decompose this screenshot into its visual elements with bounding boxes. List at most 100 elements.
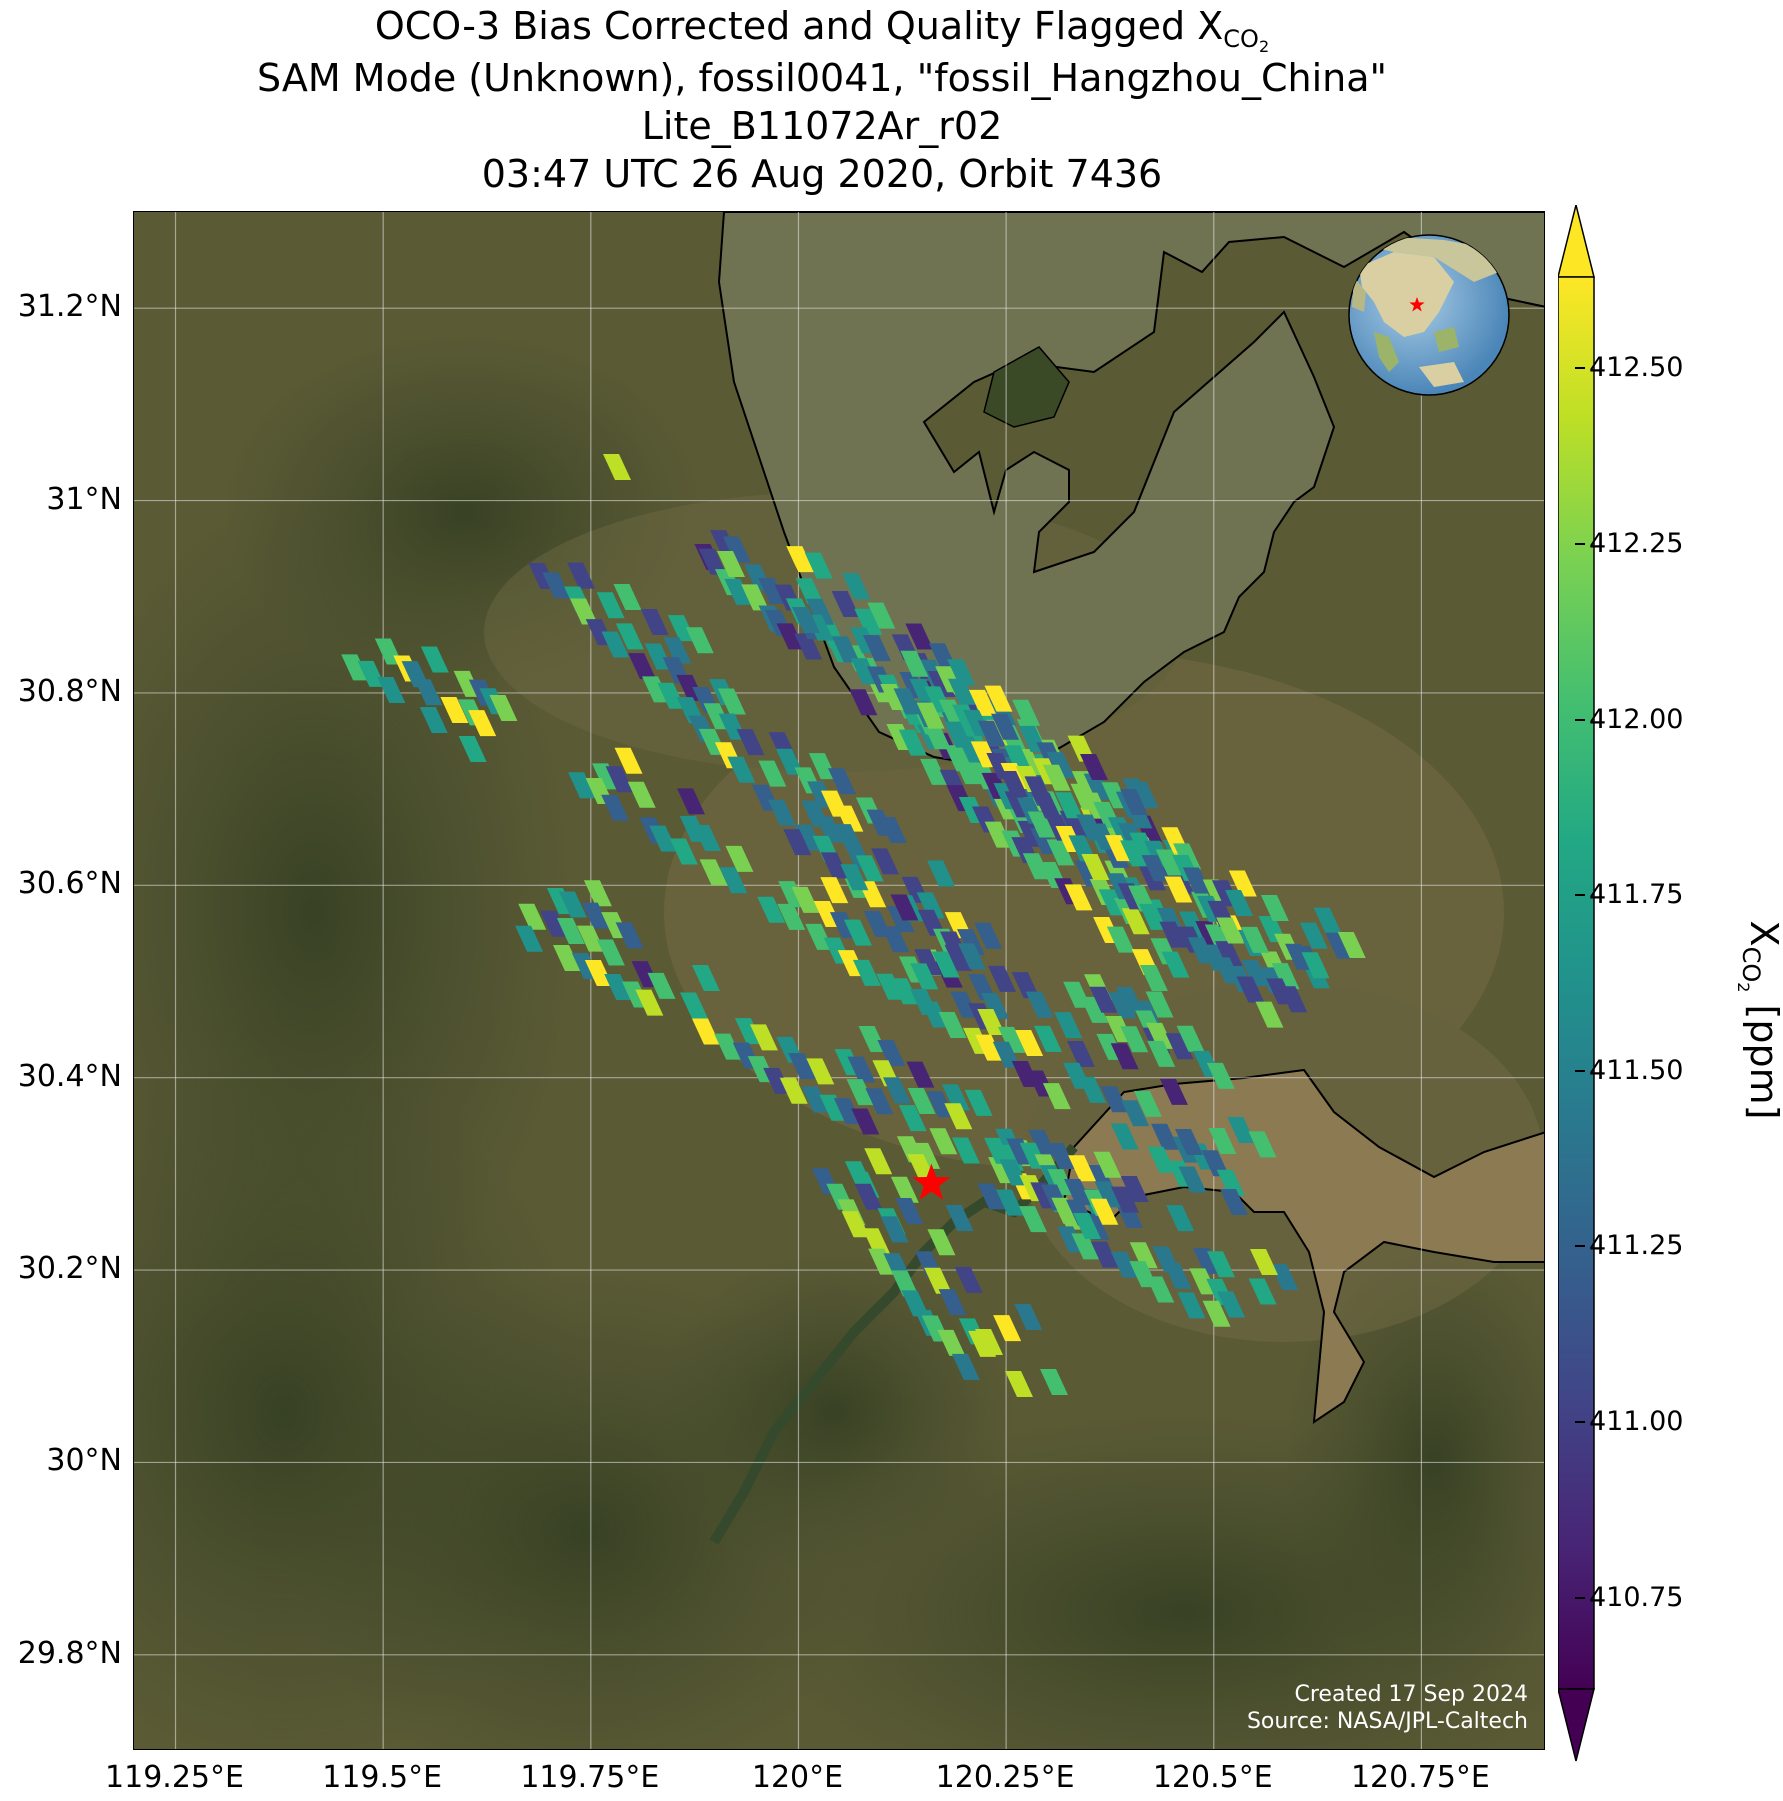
xco2-footprint [1141, 855, 1170, 882]
xco2-footprint [1147, 1146, 1176, 1173]
xco2-footprint [767, 799, 796, 826]
xco2-footprint [974, 922, 1003, 949]
xco2-footprint [1129, 1242, 1158, 1269]
xco2-footprint [948, 678, 977, 705]
xco2-footprint [883, 1077, 912, 1104]
lat-tick-label: 30.6°N [17, 866, 122, 902]
xco2-footprint [605, 766, 634, 793]
inset-globe [1348, 234, 1510, 396]
xco2-footprint [1227, 1117, 1256, 1144]
xco2-footprint [717, 551, 745, 577]
xco2-footprint [677, 788, 706, 815]
xco2-footprint [984, 685, 1013, 712]
xco2-footprint [916, 892, 945, 919]
xco2-footprint [601, 631, 630, 658]
xco2-footprint [1139, 965, 1168, 992]
data-source: Source: NASA/JPL-Caltech [1246, 1709, 1528, 1734]
xco2-footprint [1202, 1300, 1231, 1327]
xco2-footprint [1189, 1268, 1218, 1295]
xco2-soundings [341, 454, 1366, 1397]
target-location-star-icon [912, 1163, 951, 1200]
xco2-footprint [984, 821, 1013, 848]
xco2-footprint [691, 965, 720, 992]
xco2-footprint [725, 845, 754, 872]
xco2-footprint [1159, 921, 1188, 948]
lon-tick-label: 119.25°E [105, 1760, 244, 1795]
xco2-footprint [854, 608, 883, 635]
xco2-footprint [1064, 884, 1093, 911]
xco2-footprint [937, 1329, 966, 1356]
xco2-footprint [958, 943, 987, 970]
xco2-footprint [862, 1228, 891, 1255]
map-panel[interactable]: Created 17 Sep 2024 Source: NASA/JPL-Cal… [133, 211, 1545, 1750]
xco2-footprint [1138, 903, 1167, 930]
xco2-footprint [1163, 1262, 1192, 1289]
xco2-footprint [1094, 1181, 1123, 1208]
xco2-footprint [1299, 922, 1328, 949]
xco2-footprint [975, 1034, 1004, 1061]
xco2-footprint [890, 1176, 919, 1203]
lat-tick-label: 30°N [46, 1443, 122, 1479]
title-line-1: OCO-3 Bias Corrected and Quality Flagged… [374, 4, 1270, 56]
xco2-footprint [806, 598, 835, 625]
xco2-footprint [850, 658, 879, 685]
xco2-footprint [926, 1091, 955, 1118]
xco2-footprint [926, 860, 955, 887]
xco2-footprint [1081, 854, 1110, 881]
xco2-footprint [914, 949, 943, 976]
xco2-footprint [997, 1026, 1026, 1053]
xco2-footprint [1090, 1241, 1119, 1268]
xco2-footprint [1255, 1001, 1284, 1028]
xco2-footprint [1216, 1169, 1245, 1196]
xco2-footprint [891, 1270, 920, 1297]
xco2-footprint [931, 951, 960, 978]
xco2-footprint [1110, 1186, 1139, 1213]
xco2-footprint [758, 760, 787, 787]
xco2-footprint [1182, 867, 1211, 894]
xco2-footprint [957, 929, 986, 956]
credits: Created 17 Sep 2024 Source: NASA/JPL-Cal… [1247, 1681, 1528, 1735]
xco2-footprint [907, 1087, 936, 1114]
xco2-footprint [1042, 764, 1071, 791]
lat-tick-label: 30.2°N [17, 1251, 122, 1287]
xco2-footprint [1110, 1043, 1139, 1070]
xco2-footprint [584, 960, 613, 987]
xco2-footprint [1033, 1025, 1062, 1052]
xco2-footprint [717, 688, 746, 715]
xco2-footprint [1080, 754, 1108, 780]
xco2-footprint [1192, 1247, 1221, 1274]
xco2-footprint [640, 608, 669, 635]
xco2-footprint [576, 925, 605, 952]
xco2-footprint [568, 772, 597, 799]
xco2-footprint [641, 676, 670, 703]
xco2-footprint [999, 1159, 1028, 1186]
xco2-footprint [341, 654, 370, 681]
xco2-footprint [862, 635, 891, 662]
xco2-footprint [819, 1094, 848, 1121]
xco2-footprint [851, 1108, 880, 1135]
xco2-footprint [685, 627, 714, 654]
xco2-footprint [788, 1053, 817, 1080]
xco2-footprint [722, 536, 751, 563]
xco2-footprint [1206, 1062, 1235, 1089]
colorbar-tick-label: 412.25 [1589, 527, 1684, 559]
xco2-footprint [1000, 771, 1028, 797]
xco2-footprint [801, 1086, 830, 1113]
xco2-footprint [1047, 1143, 1076, 1170]
xco2-footprint [1100, 1086, 1129, 1113]
xco2-footprint [791, 886, 820, 913]
xco2-footprint [868, 1248, 897, 1275]
xco2-footprint [1083, 773, 1112, 800]
xco2-footprint [835, 805, 864, 832]
lon-tick-label: 119.5°E [322, 1760, 443, 1795]
xco2-footprint [945, 1204, 974, 1231]
xco2-footprint [649, 825, 678, 852]
colorbar-tick-mark [1575, 718, 1585, 721]
xco2-footprint [1047, 1169, 1076, 1196]
xco2-footprint [1022, 853, 1051, 880]
map-gridlines [134, 212, 1544, 1749]
xco2-footprint [815, 816, 844, 843]
colorbar-tick-label: 411.50 [1589, 1054, 1684, 1086]
xco2-footprint [1028, 1129, 1057, 1156]
xco2-footprint [1225, 889, 1254, 916]
